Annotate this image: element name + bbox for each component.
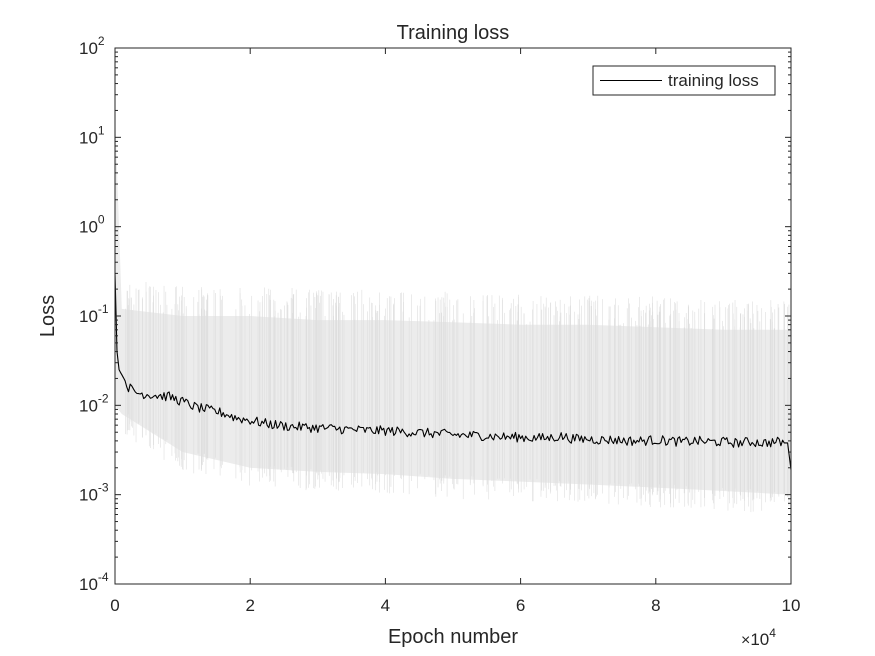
multiplier-exponent: 4	[769, 626, 776, 640]
y-tick-label-exponent: 1	[98, 123, 105, 137]
y-tick-label: 102	[79, 34, 105, 58]
x-axis-multiplier: ×104	[741, 626, 776, 649]
x-tick-label: 10	[782, 596, 801, 615]
x-tick-label: 2	[245, 596, 254, 615]
x-tick-label: 4	[381, 596, 390, 615]
x-tick-label: 8	[651, 596, 660, 615]
x-axis-label: Epoch number	[388, 626, 518, 648]
y-tick-label-base: 10	[79, 307, 98, 326]
y-tick-label-base: 10	[79, 396, 98, 415]
raw-loss-band	[115, 110, 791, 495]
y-tick-label-exponent: 2	[98, 34, 105, 48]
raw-loss-band-layer	[115, 110, 791, 513]
y-tick-label-base: 10	[79, 128, 98, 147]
training-loss-line	[115, 273, 791, 470]
y-tick-label-exponent: -3	[98, 481, 109, 495]
raw-loss-spikes	[125, 282, 790, 513]
y-axis-label: Loss	[37, 295, 59, 337]
svg-text:×104: ×104	[741, 626, 776, 649]
y-tick-label: 10-1	[79, 302, 109, 326]
multiplier-times: ×	[741, 632, 750, 649]
y-tick-label: 101	[79, 123, 105, 147]
x-tick-label: 6	[516, 596, 525, 615]
y-tick-label-exponent: -1	[98, 302, 109, 316]
y-tick-label-base: 10	[79, 39, 98, 58]
chart-title: Training loss	[397, 22, 510, 44]
y-tick-label: 10-4	[79, 570, 109, 594]
legend: training loss	[592, 65, 776, 96]
multiplier-base: 10	[750, 630, 769, 649]
y-tick-label-exponent: -4	[98, 570, 109, 584]
y-tick-label-base: 10	[79, 218, 98, 237]
series-layer	[115, 273, 791, 470]
legend-label: training loss	[668, 71, 759, 90]
y-tick-label-base: 10	[79, 486, 98, 505]
x-axis-ticks: 0 2 4 6 8 10	[110, 48, 800, 615]
y-tick-label-exponent: -2	[98, 391, 109, 405]
y-tick-label: 10-2	[79, 391, 109, 415]
y-tick-label-exponent: 0	[98, 213, 105, 227]
y-tick-label: 100	[79, 213, 105, 237]
y-tick-label-base: 10	[79, 575, 98, 594]
y-tick-label: 10-3	[79, 481, 109, 505]
x-tick-label: 0	[110, 596, 119, 615]
